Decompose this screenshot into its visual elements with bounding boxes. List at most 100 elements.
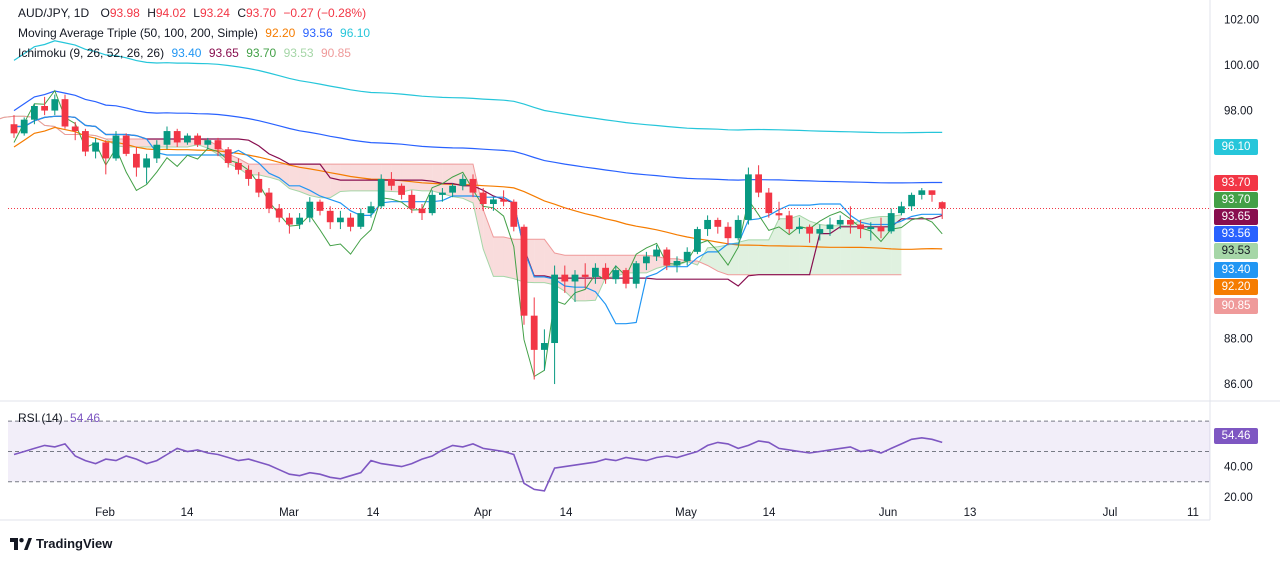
candle-body xyxy=(785,215,793,230)
candle-body xyxy=(520,226,528,316)
cloud-segment xyxy=(330,164,341,198)
cloud-segment xyxy=(809,221,820,275)
candle-body xyxy=(449,185,456,193)
candle-body xyxy=(112,135,120,159)
candle-body xyxy=(428,194,436,214)
candle-body xyxy=(796,226,803,230)
candle-body xyxy=(928,190,936,195)
tenkan-value: 93.40 xyxy=(171,46,202,60)
candle-body xyxy=(122,135,130,154)
candle-body xyxy=(714,219,722,227)
lagging-span-line xyxy=(13,89,943,378)
rsi-label: RSI (14) xyxy=(18,411,63,425)
candle-body xyxy=(826,224,834,230)
symbol-legend: AUD/JPY, 1D O93.98 H94.02 L93.24 C93.70 … xyxy=(18,6,370,20)
candle-body xyxy=(398,185,405,195)
high-value: 94.02 xyxy=(155,6,186,20)
candle-body xyxy=(41,106,48,111)
candle-body xyxy=(632,263,640,284)
candle-body xyxy=(265,192,273,209)
candle-body xyxy=(245,169,252,179)
cloud-segment xyxy=(422,164,433,191)
cloud-segment xyxy=(320,164,331,198)
candle-body xyxy=(133,153,140,168)
candle-body xyxy=(255,178,263,193)
candle-body xyxy=(857,224,864,230)
candle-body xyxy=(479,192,487,204)
candle-body xyxy=(755,174,762,193)
axes: 102.00100.0098.0088.0086.0060.0040.0020.… xyxy=(95,14,1259,519)
symbol-title: AUD/JPY, 1D xyxy=(18,6,90,20)
time-tick-label: Feb xyxy=(95,507,115,519)
candle-body xyxy=(82,131,89,152)
price-tag-close: 93.70 xyxy=(1214,175,1258,191)
price-tag-lagging: 93.70 xyxy=(1214,192,1258,208)
price-tag-kijun: 93.65 xyxy=(1214,209,1258,225)
candle-body xyxy=(806,226,813,234)
price-tick-label: 98.00 xyxy=(1224,106,1253,118)
candle-body xyxy=(643,256,650,264)
cloud-segment xyxy=(401,164,412,193)
cloud-segment xyxy=(462,164,473,203)
candle-body xyxy=(918,190,926,195)
candle-body xyxy=(571,274,579,282)
candle-body xyxy=(143,158,150,168)
candle-body xyxy=(214,140,222,150)
time-tick-label: Jun xyxy=(879,507,898,519)
close-value: 93.70 xyxy=(245,6,277,20)
candle-body xyxy=(388,178,395,186)
open-label: O xyxy=(100,6,110,20)
cloud-segment xyxy=(432,164,443,194)
kijun-value: 93.65 xyxy=(208,46,239,60)
candle-body xyxy=(316,201,324,211)
candle-body xyxy=(347,217,354,227)
span-a-value: 93.53 xyxy=(283,46,314,60)
candle-body xyxy=(510,201,518,227)
price-tick-label: 88.00 xyxy=(1224,333,1253,345)
candle-body xyxy=(500,199,507,202)
grid xyxy=(0,0,1280,521)
cloud-segment xyxy=(738,239,749,275)
time-tick-label: Apr xyxy=(474,507,492,519)
tradingview-logo[interactable]: TradingView xyxy=(10,536,112,551)
candle-body xyxy=(377,178,385,207)
candle-body xyxy=(683,251,691,261)
time-tick-label: Mar xyxy=(279,507,299,519)
low-label: L xyxy=(193,6,200,20)
tenkan-line xyxy=(14,115,943,325)
candle-body xyxy=(612,270,620,280)
price-tag-sma100: 93.56 xyxy=(1214,226,1258,242)
cloud-segment xyxy=(289,164,300,192)
price-tag-tenkan: 93.40 xyxy=(1214,262,1258,278)
candle-body xyxy=(306,201,314,218)
candle-body xyxy=(286,217,293,225)
rsi-tick-label: 20.00 xyxy=(1224,492,1253,504)
candle-body xyxy=(439,192,446,195)
candle-body xyxy=(551,274,558,344)
cloud-segment xyxy=(493,237,504,277)
candle-body xyxy=(745,174,752,220)
candle-body xyxy=(418,208,426,214)
price-tag-span-a: 93.53 xyxy=(1214,243,1258,259)
candle-body xyxy=(581,274,589,277)
indicator-lines xyxy=(0,40,1210,378)
rsi-panel xyxy=(8,420,1210,492)
candle-body xyxy=(296,217,303,225)
span-b-value: 90.85 xyxy=(320,46,351,60)
cloud-segment xyxy=(299,164,310,196)
candle-body xyxy=(408,194,416,209)
candle-body xyxy=(602,267,609,280)
cloud-segment xyxy=(483,209,494,277)
price-tick-label: 100.00 xyxy=(1224,60,1259,72)
candle-body xyxy=(836,219,844,225)
candle-body xyxy=(61,99,69,127)
ma-legend: Moving Average Triple (50, 100, 200, Sim… xyxy=(18,26,374,40)
candle-body xyxy=(704,219,711,230)
cloud-segment xyxy=(279,164,290,189)
candle-body xyxy=(184,135,191,143)
candle-body xyxy=(908,194,915,207)
cloud-segment xyxy=(340,164,351,192)
price-tag-rsi: 54.46 xyxy=(1214,428,1258,444)
candle-body xyxy=(541,343,548,350)
